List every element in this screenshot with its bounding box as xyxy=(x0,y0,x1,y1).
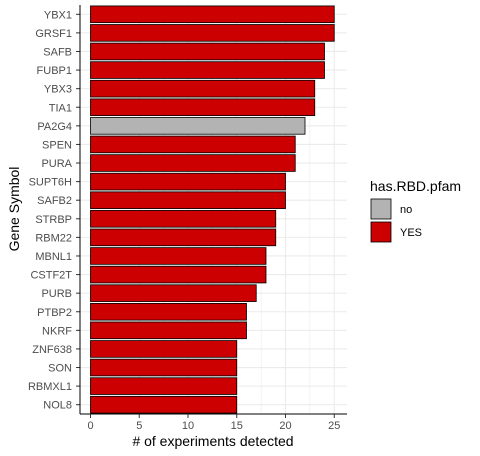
bar-ybx3 xyxy=(90,79,316,98)
bar-fubp1 xyxy=(90,61,325,79)
bar-cstf2t xyxy=(90,265,267,284)
x-axis: 0 5 10 15 20 25 xyxy=(80,413,347,432)
y-tick-label: FUBP1 xyxy=(37,65,72,77)
x-tick-label: 20 xyxy=(279,420,291,432)
y-tick-label: STRBP xyxy=(35,214,72,226)
legend-label: no xyxy=(400,204,412,216)
y-tick-label: CSTF2T xyxy=(30,270,72,282)
bars xyxy=(90,5,335,414)
bar-safb xyxy=(90,42,325,61)
bar-pura xyxy=(90,154,296,172)
y-tick-label: SPEN xyxy=(42,139,72,151)
y-tick-label: SAFB xyxy=(43,46,72,58)
x-tick-label: 25 xyxy=(328,420,340,432)
y-tick-label: RBM22 xyxy=(35,232,72,244)
x-tick-label: 15 xyxy=(231,420,243,432)
y-tick-label: NOL8 xyxy=(43,400,72,412)
y-axis: YBX1 GRSF1 SAFB FUBP1 YBX3 TIA1 PA2G4 SPEN PURA S… xyxy=(28,5,81,414)
bar-pa2g4 xyxy=(90,117,306,135)
bar-ybx1 xyxy=(90,5,335,24)
y-tick-label: PURB xyxy=(41,288,72,300)
bar-strbp xyxy=(90,210,277,228)
y-tick-label: PTBP2 xyxy=(37,307,72,319)
legend: has.RBD.pfam no YES xyxy=(370,178,461,243)
bar-nkrf xyxy=(90,321,247,340)
bar-nol8 xyxy=(90,395,238,414)
legend-title: has.RBD.pfam xyxy=(370,178,461,194)
legend-key-yes xyxy=(370,221,392,243)
x-tick-label: 10 xyxy=(182,420,194,432)
y-tick-label: GRSF1 xyxy=(35,28,72,40)
x-tick-label: 5 xyxy=(136,420,142,432)
y-tick-label: PA2G4 xyxy=(37,121,72,133)
bar-supt6h xyxy=(90,172,286,191)
bar-ptbp2 xyxy=(90,302,247,321)
bar-grsf1 xyxy=(90,24,335,42)
x-axis-title: # of experiments detected xyxy=(132,433,293,449)
bar-tia1 xyxy=(90,98,316,117)
y-tick-label: YBX1 xyxy=(44,9,72,21)
y-tick-label: NKRF xyxy=(42,325,72,337)
y-tick-label: MBNL1 xyxy=(35,251,72,263)
y-tick-label: SAFB2 xyxy=(37,195,72,207)
bar-son xyxy=(90,358,238,377)
bar-safb2 xyxy=(90,191,286,209)
y-axis-title: Gene Symbol xyxy=(6,167,22,252)
y-tick-label: RBMXL1 xyxy=(28,381,72,393)
bar-rbm22 xyxy=(90,228,277,247)
y-tick-label: SON xyxy=(48,363,72,375)
y-tick-label: YBX3 xyxy=(44,84,72,96)
y-tick-label: TIA1 xyxy=(49,102,72,114)
legend-key-no xyxy=(370,198,392,220)
bar-spen xyxy=(90,135,296,154)
bar-rbmxl1 xyxy=(90,377,238,395)
x-tick-label: 0 xyxy=(87,420,93,432)
bar-purb xyxy=(90,284,257,302)
y-tick-label: SUPT6H xyxy=(29,177,72,189)
y-tick-label: PURA xyxy=(41,158,72,170)
legend-label: YES xyxy=(400,227,422,239)
y-tick-label: ZNF638 xyxy=(32,344,72,356)
bar-znf638 xyxy=(90,340,238,358)
bar-mbnl1 xyxy=(90,247,267,265)
